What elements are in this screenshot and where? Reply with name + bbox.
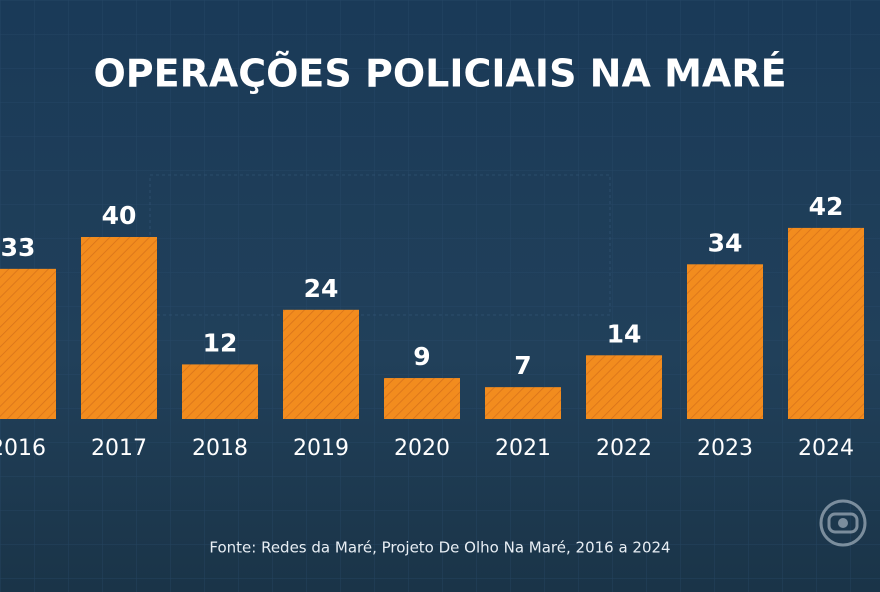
chart-title: OPERAÇÕES POLICIAIS NA MARÉ [93,52,786,96]
x-tick-label: 2020 [394,436,450,461]
value-label: 14 [607,319,642,348]
value-label: 9 [413,342,430,371]
bar [384,378,460,419]
bar [485,387,561,419]
bar [788,227,864,419]
x-tick-label: 2022 [596,436,652,461]
bar [687,264,763,419]
value-label: 40 [102,201,137,230]
logo [819,499,867,547]
x-tick-label: 2017 [91,436,147,461]
bar [182,364,258,419]
x-tick-label: 2019 [293,436,349,461]
value-label: 24 [304,274,339,303]
bar [586,355,662,419]
source-note: Fonte: Redes da Maré, Projeto De Olho Na… [209,539,670,557]
value-label: 34 [708,228,743,257]
bar [81,237,157,419]
x-tick-label: 2016 [0,436,46,461]
value-label: 33 [1,233,36,262]
value-label: 42 [809,192,844,221]
value-label: 7 [514,351,531,380]
bar [283,309,359,419]
x-tick-label: 2021 [495,436,551,461]
value-label: 12 [203,328,238,357]
bar [0,268,56,419]
x-tick-label: 2018 [192,436,248,461]
x-tick-label: 2024 [798,436,854,461]
x-tick-label: 2023 [697,436,753,461]
